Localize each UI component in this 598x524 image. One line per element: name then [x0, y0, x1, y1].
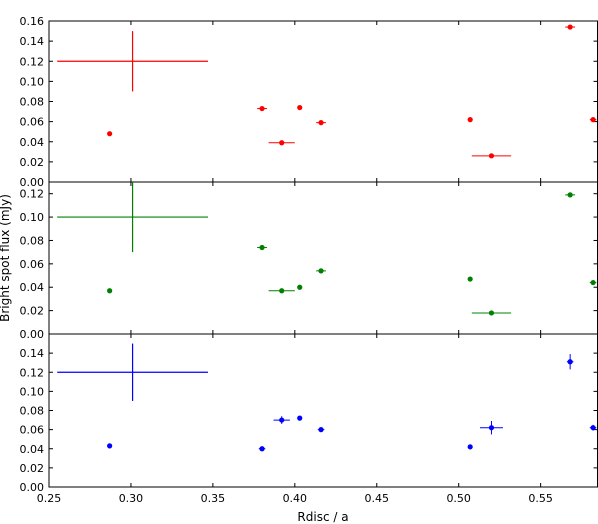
y-tick-label: 0.02	[20, 462, 45, 475]
data-point	[488, 425, 495, 431]
panel-frame	[48, 20, 598, 183]
y-tick-label: 0.12	[20, 366, 45, 379]
data-point	[279, 417, 285, 423]
y-tick-label: 0.00	[20, 481, 45, 494]
data-point	[107, 443, 113, 449]
data-point	[590, 279, 596, 286]
data-point	[567, 359, 573, 365]
data-point	[590, 425, 596, 431]
data-point	[318, 268, 324, 274]
x-tick-label: 0.55	[528, 492, 553, 505]
data-point	[318, 427, 324, 433]
data-point	[567, 24, 573, 30]
panel-1: 0.00 0.02 0.04 0.06 0.08 0.10 0.12 0.14 0.16	[20, 15, 598, 189]
y-tick-label: 0.10	[20, 385, 45, 398]
y-tick-label: 0.12	[20, 55, 45, 68]
x-tick-label: 0.40	[283, 492, 308, 505]
x-tick-label: 0.50	[446, 492, 471, 505]
x-tick-label: 0.35	[201, 492, 226, 505]
data-point	[297, 415, 303, 421]
y-tick-label: 0.10	[20, 75, 45, 88]
data-point	[259, 244, 265, 251]
data-point	[567, 192, 573, 198]
y-tick-label: 0.02	[20, 305, 45, 318]
x-tick-label: 0.45	[365, 492, 390, 505]
y-tick-label: 0.06	[20, 116, 45, 129]
y-tick-label: 0.06	[20, 258, 45, 271]
data-point	[259, 446, 265, 452]
data-point	[259, 105, 265, 112]
panel-3: 0.00 0.02 0.04 0.06 0.08 0.10 0.12 0.14	[20, 333, 598, 494]
y-tick-label: 0.08	[20, 405, 45, 418]
y-tick-label: 0.04	[20, 443, 45, 456]
y-tick-label: 0.16	[20, 15, 45, 28]
data-point	[488, 310, 495, 316]
data-point	[297, 284, 303, 290]
y-axis-label: Bright spot flux (mJy)	[0, 194, 12, 322]
y-tick-label: 0.04	[20, 281, 45, 294]
data-point	[318, 120, 324, 126]
x-tick-label: 0.25	[37, 492, 62, 505]
panel-2: 0.00 0.02 0.04 0.06 0.08 0.10 0.12	[20, 181, 598, 341]
y-tick-label: 0.08	[20, 96, 45, 109]
y-tick-label: 0.06	[20, 424, 45, 437]
data-point	[107, 131, 113, 137]
x-tick-label: 0.30	[119, 492, 144, 505]
data-point	[107, 288, 113, 294]
y-tick-label: 0.08	[20, 234, 45, 247]
data-point	[590, 117, 596, 123]
data-point	[467, 117, 473, 123]
y-tick-label: 0.14	[20, 347, 45, 360]
panel-frame	[48, 181, 598, 335]
data-point	[279, 288, 285, 294]
data-point	[488, 153, 495, 159]
y-tick-label: 0.10	[20, 211, 45, 224]
data-point	[467, 276, 473, 282]
y-tick-label: 0.00	[20, 176, 45, 189]
x-axis-label: Rdisc / a	[297, 510, 348, 524]
data-point	[279, 140, 285, 146]
y-tick-label: 0.12	[20, 188, 45, 201]
y-tick-label: 0.14	[20, 35, 45, 48]
y-tick-label: 0.04	[20, 136, 45, 149]
y-tick-label: 0.00	[20, 328, 45, 341]
panel-frame	[48, 333, 598, 488]
data-point	[297, 104, 303, 111]
data-point	[467, 444, 473, 450]
y-tick-label: 0.02	[20, 156, 45, 169]
